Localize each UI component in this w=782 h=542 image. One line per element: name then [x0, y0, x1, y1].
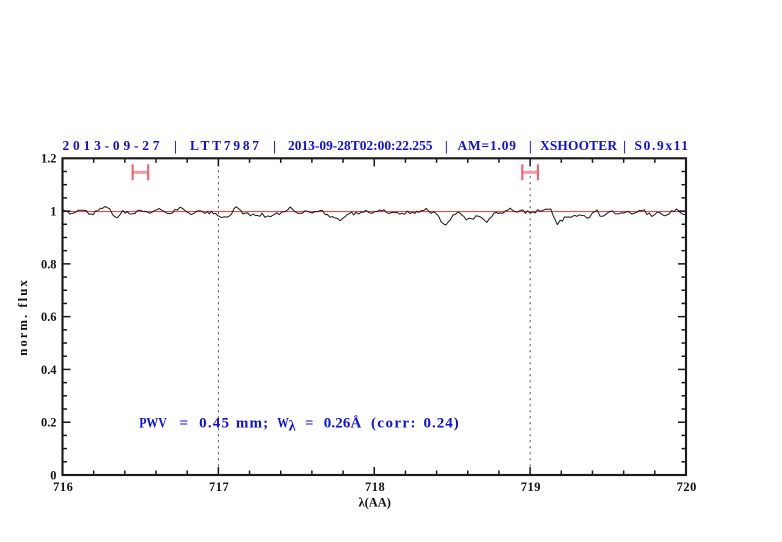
svg-text:|: |: [623, 138, 626, 153]
svg-text:0.4: 0.4: [41, 363, 57, 377]
svg-text:0.6: 0.6: [41, 310, 57, 324]
svg-text:|: |: [529, 138, 532, 153]
svg-text:717: 717: [209, 480, 229, 494]
svg-text:0: 0: [50, 468, 56, 482]
svg-text:LTT7987: LTT7987: [190, 138, 259, 153]
svg-text:W: W: [277, 416, 289, 432]
svg-text:0.2: 0.2: [41, 416, 57, 430]
svg-text:XSHOOTER: XSHOOTER: [540, 138, 617, 153]
svg-text:2013-09-28T02:00:22.255: 2013-09-28T02:00:22.255: [288, 138, 433, 153]
svg-text:S0.9x11: S0.9x11: [635, 138, 689, 153]
svg-text:norm. flux: norm. flux: [16, 280, 30, 356]
svg-text:λ(AA): λ(AA): [358, 495, 391, 510]
svg-text:mm;: mm;: [236, 416, 268, 432]
svg-text:718: 718: [365, 480, 385, 494]
svg-text:|: |: [174, 138, 177, 153]
svg-text:=: =: [180, 416, 189, 432]
svg-text:720: 720: [677, 480, 697, 494]
svg-text:λ: λ: [289, 419, 296, 435]
svg-text:1: 1: [50, 205, 56, 219]
svg-text:0.45: 0.45: [199, 416, 229, 432]
svg-text:|: |: [445, 138, 448, 153]
svg-text:1.2: 1.2: [41, 152, 57, 166]
svg-text:|: |: [273, 138, 276, 153]
svg-text:=: =: [305, 416, 313, 432]
svg-text:0.8: 0.8: [41, 257, 57, 271]
svg-text:0.26Å: 0.26Å: [324, 416, 362, 432]
svg-text:716: 716: [53, 480, 73, 494]
svg-text:AM=1.09: AM=1.09: [458, 138, 517, 153]
svg-text:PWV: PWV: [139, 416, 167, 432]
svg-text:0.24): 0.24): [424, 416, 459, 432]
svg-text:719: 719: [521, 480, 541, 494]
